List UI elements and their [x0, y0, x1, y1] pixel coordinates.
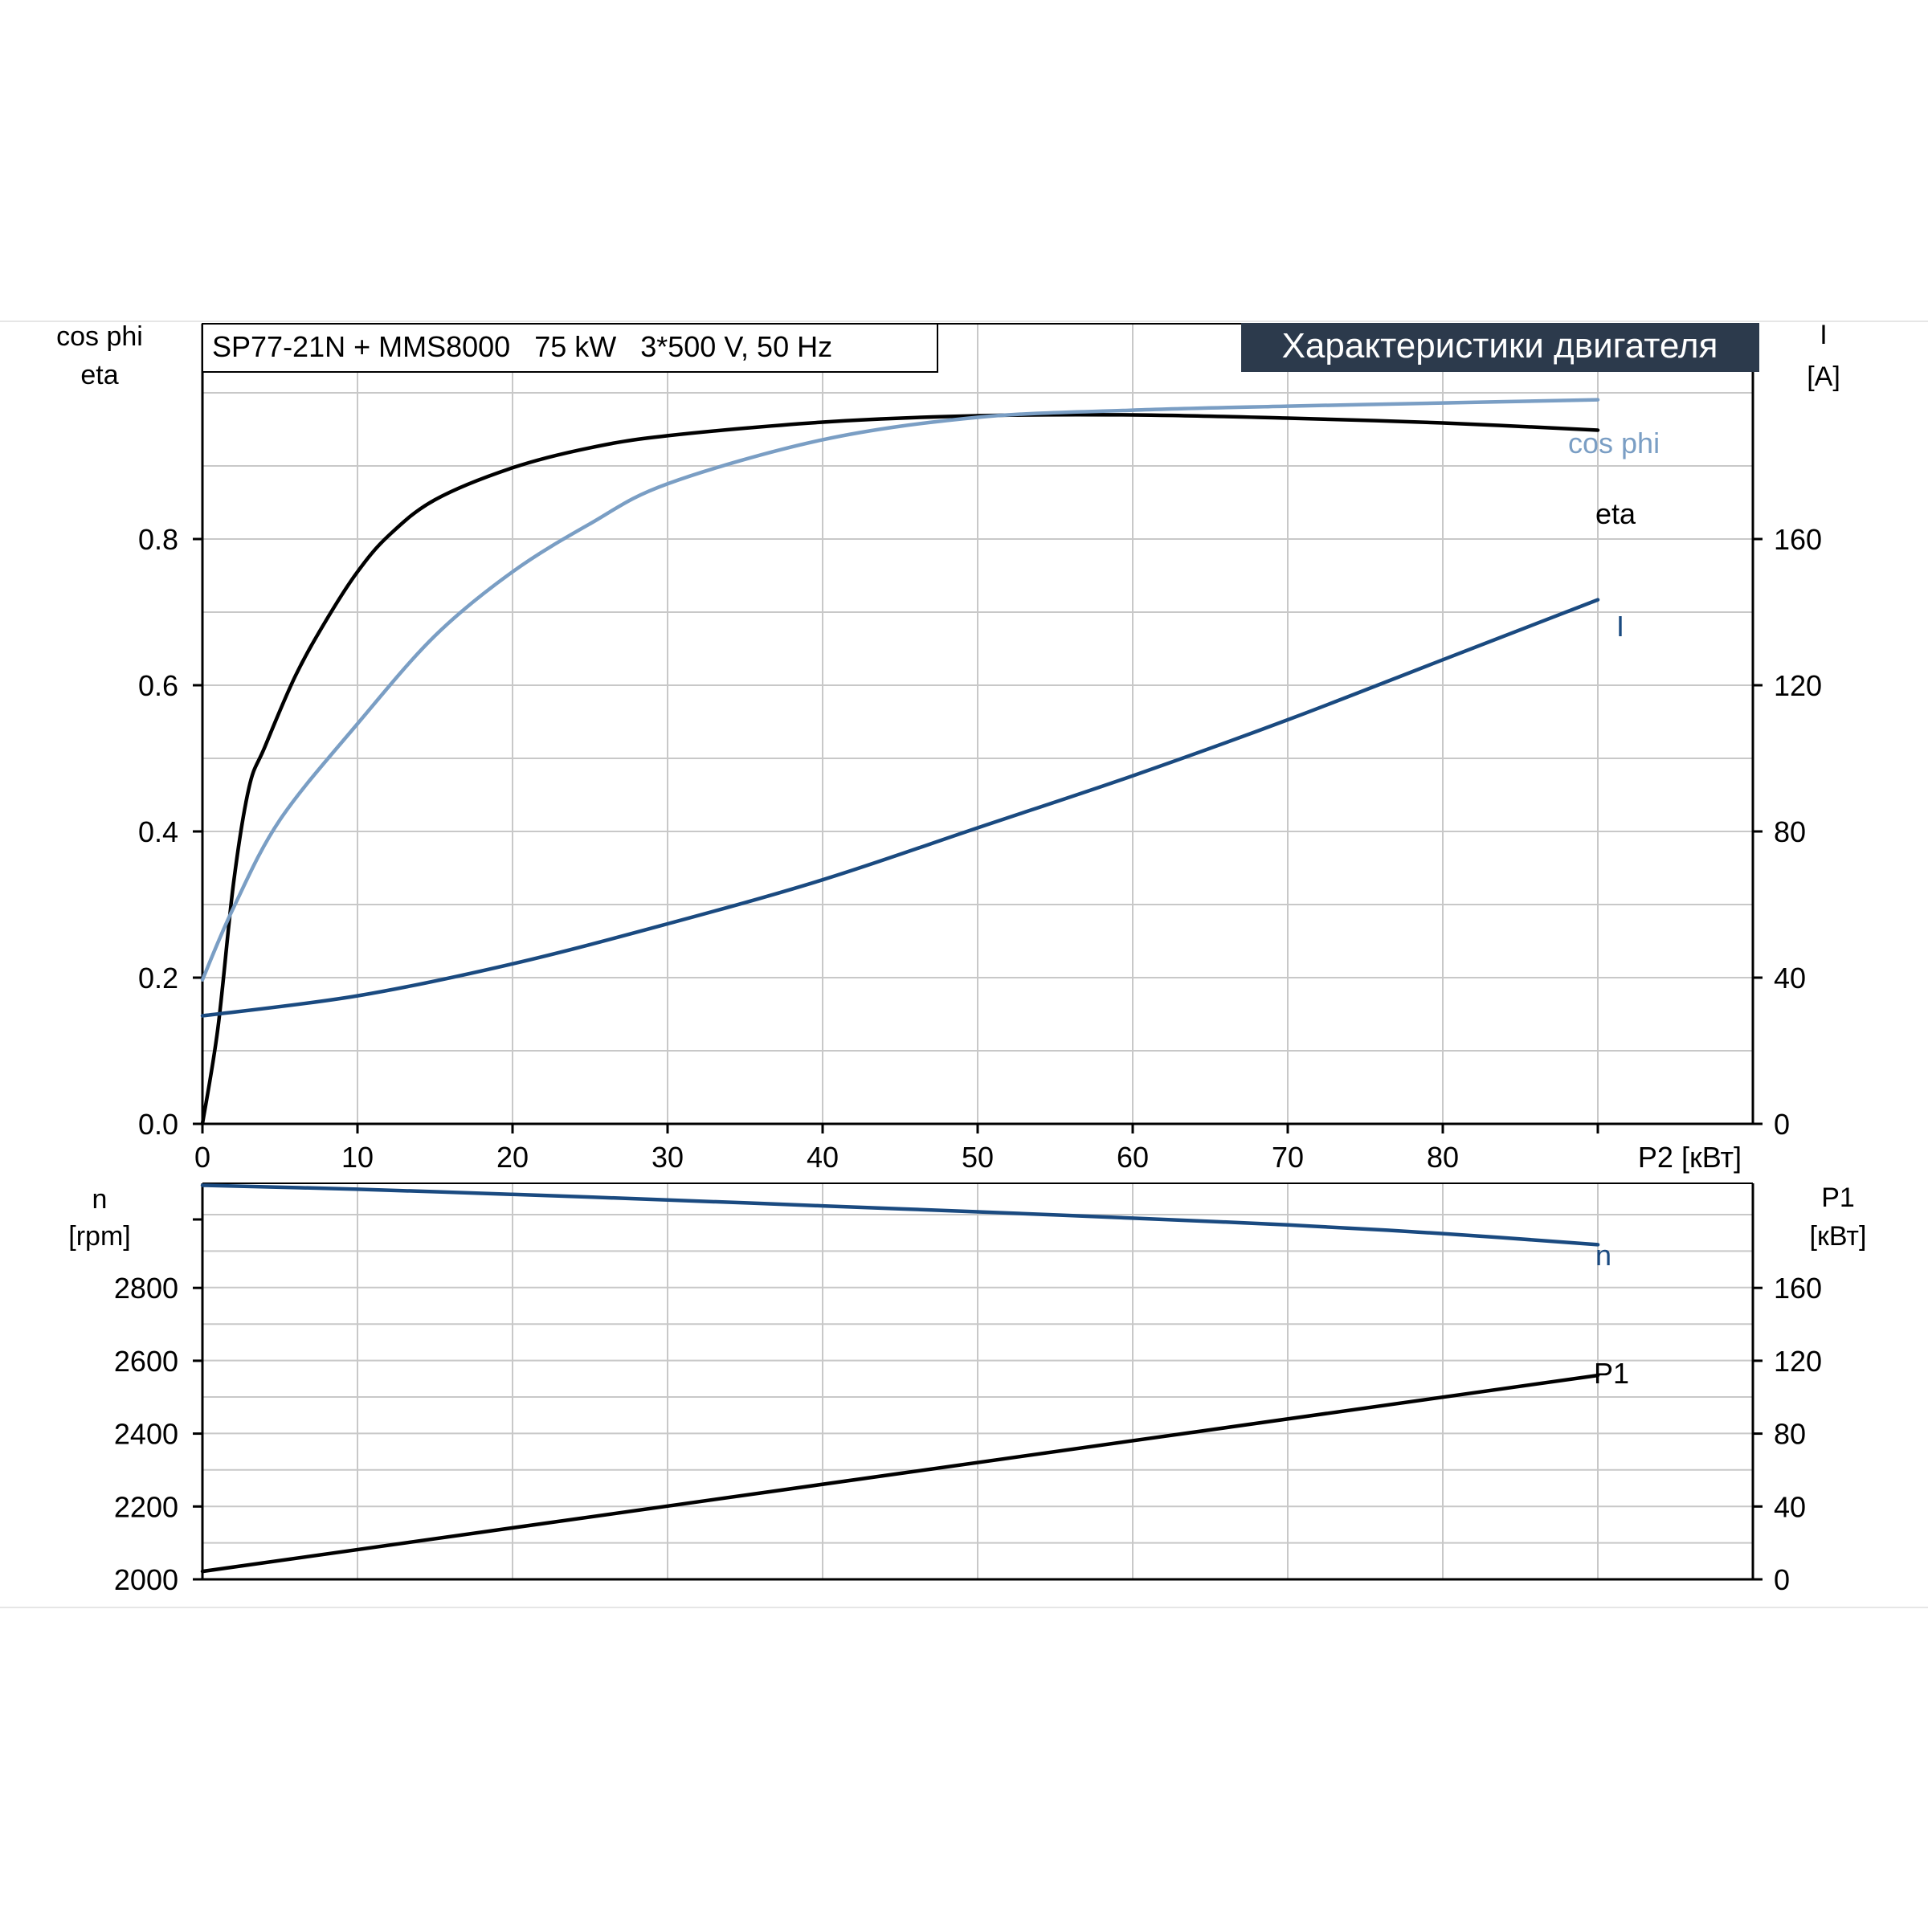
grid-layer	[202, 324, 1754, 1580]
panel1-left-tick-label: 0.4	[138, 815, 178, 848]
panel1-left-axis-title: cos phi	[56, 321, 143, 352]
panel1-x-tick-label: 20	[496, 1141, 529, 1174]
panel2-left-tick-label: 2400	[114, 1418, 178, 1451]
model-box	[202, 323, 938, 373]
panel2-right-tick-label: 120	[1774, 1345, 1822, 1378]
panel2-left-tick-label: 2600	[114, 1345, 178, 1378]
panel1-left-tick-label: 0.2	[138, 962, 178, 995]
panel2-left-axis-title: n	[92, 1184, 108, 1215]
panel1-series-cos-phi-label: cos phi	[1568, 427, 1660, 460]
panel2-right-axis-unit: [кВт]	[1810, 1221, 1867, 1252]
panel2-left-tick-label: 2000	[114, 1563, 178, 1596]
panel1-right-axis-title: I	[1820, 320, 1827, 350]
panel1-x-tick-label: 70	[1272, 1141, 1304, 1174]
panel2-series-p1-label: P1	[1594, 1357, 1629, 1390]
panel2-right-axis-title: P1	[1821, 1182, 1855, 1213]
badge-title: Характеристики двигателя	[1282, 326, 1718, 366]
panel1-right-tick-label: 120	[1774, 669, 1822, 702]
panel1-left-tick-label: 0.8	[138, 523, 178, 556]
panel2-series-n-line	[200, 1183, 1600, 1247]
series-layer	[200, 398, 1600, 1574]
panel1-x-tick-label: 10	[341, 1141, 374, 1174]
panel2-right-tick-label: 40	[1774, 1490, 1806, 1523]
panel1-left-tick-label: 0.6	[138, 669, 178, 702]
panel1-left-tick-label: 0.0	[138, 1108, 178, 1141]
panel1-series-i-label: I	[1616, 610, 1624, 643]
panel2-series-n-label: n	[1595, 1239, 1611, 1272]
panel2-right-tick-label: 160	[1774, 1272, 1822, 1305]
model-title: SP77-21N + MMS8000 75 kW 3*500 V, 50 Hz	[212, 330, 832, 363]
panel2-left-tick-label: 2800	[114, 1272, 178, 1305]
panel1-x-tick-label: 0	[194, 1141, 210, 1174]
panel1-right-tick-label: 80	[1774, 815, 1806, 848]
panel1-x-axis-title: P2 [кВт]	[1638, 1141, 1742, 1174]
label-layer: cos phi eta I [A] eta cos phi In [rpm] P1 [кВт] n P…	[56, 320, 1866, 1390]
panel1-left-axis-unit: eta	[80, 360, 118, 390]
panel2-series-p1-line	[200, 1373, 1600, 1574]
panel1-series-i-line	[200, 598, 1600, 1018]
panel1-x-tick-label: 80	[1427, 1141, 1459, 1174]
panel1-x-tick-label: 30	[652, 1141, 684, 1174]
panel1-series-cos-phi-line	[200, 398, 1600, 982]
panel1-right-tick-label: 0	[1774, 1108, 1790, 1141]
panel2-right-tick-label: 80	[1774, 1418, 1806, 1451]
panel1-right-tick-label: 160	[1774, 523, 1822, 556]
panel1-right-axis-unit: [A]	[1807, 361, 1840, 392]
badge-background	[1241, 323, 1759, 372]
panel2-right-tick-label: 0	[1774, 1563, 1790, 1596]
panel1-series-eta-label: eta	[1595, 497, 1636, 530]
panel1-x-tick-label: 60	[1117, 1141, 1149, 1174]
panel1-x-tick-label: 50	[962, 1141, 994, 1174]
panel1-right-tick-label: 40	[1774, 962, 1806, 995]
panel2-left-axis-unit: [rpm]	[68, 1221, 130, 1252]
axis-layer: 0.0 0.2 0.4 0.6 0.8 0 40 80 120 160 0 10 20 30 40 50 60 7…	[114, 323, 1822, 1596]
panel2-left-tick-label: 2200	[114, 1490, 178, 1523]
panel1-series-eta-line	[200, 412, 1600, 1126]
panel1-x-tick-label: 40	[807, 1141, 839, 1174]
